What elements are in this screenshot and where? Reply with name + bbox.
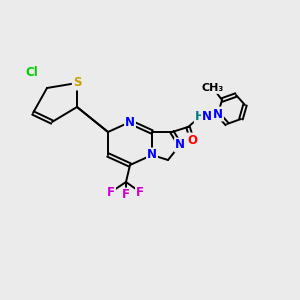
Text: S: S: [73, 76, 81, 89]
Text: N: N: [147, 148, 157, 161]
Text: N: N: [213, 107, 223, 121]
Text: H: H: [195, 110, 205, 124]
Text: N: N: [202, 110, 212, 122]
Text: Cl: Cl: [26, 67, 38, 80]
Text: F: F: [107, 185, 115, 199]
Text: O: O: [187, 134, 197, 146]
Text: N: N: [125, 116, 135, 128]
Text: CH₃: CH₃: [202, 83, 224, 93]
Text: F: F: [136, 185, 144, 199]
Text: N: N: [175, 139, 185, 152]
Text: F: F: [122, 188, 130, 202]
